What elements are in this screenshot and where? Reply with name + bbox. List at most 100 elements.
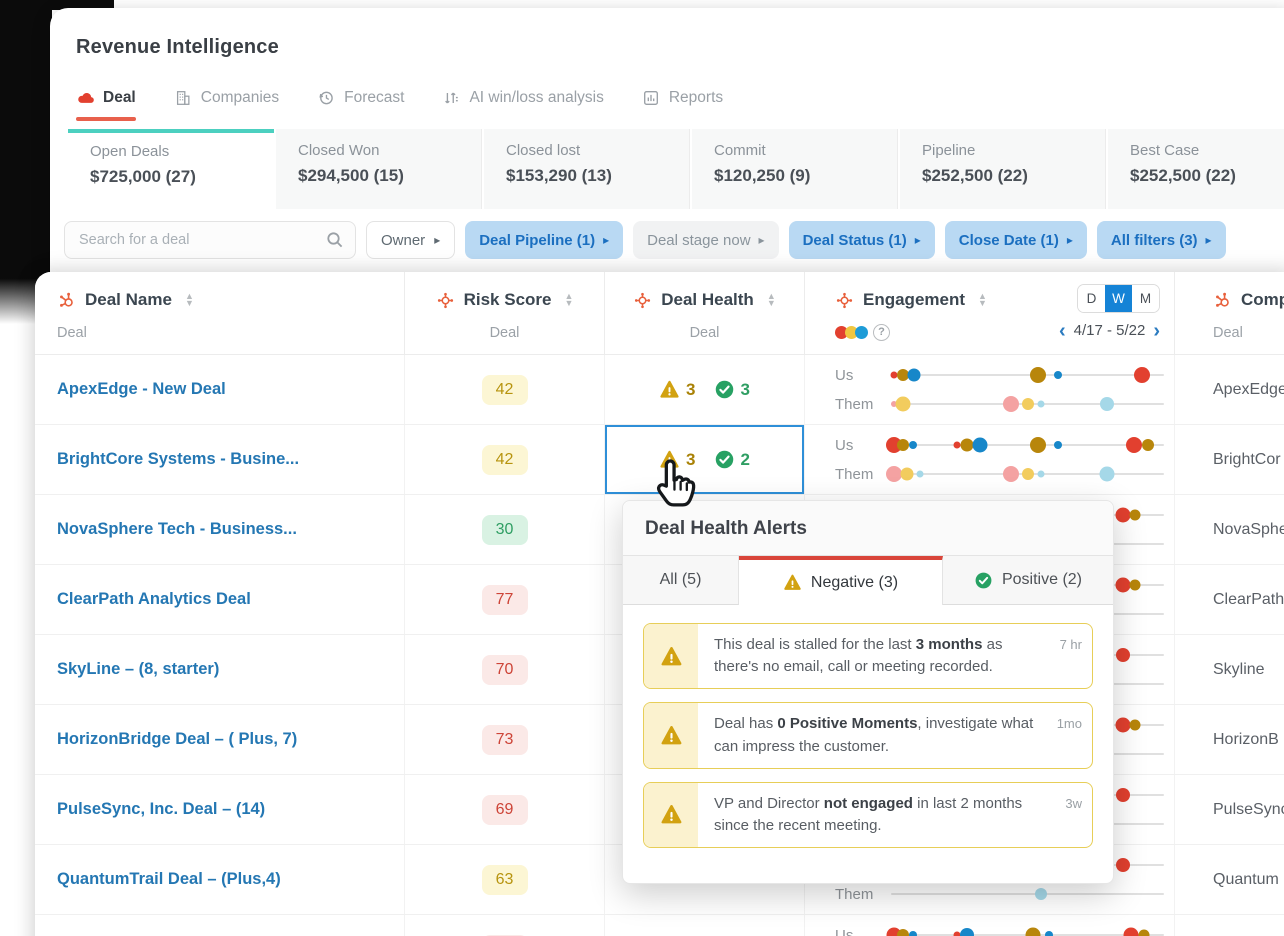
alert-stripe [644, 782, 698, 848]
summary-card-pipeline[interactable]: Pipeline $252,500 (22) [900, 129, 1106, 209]
company-cell: NovaSphe [1175, 495, 1284, 564]
date-range-label: 4/17 - 5/22 [1073, 322, 1146, 339]
engagement-line [891, 643, 1164, 668]
caret-right-icon: ▸ [1066, 233, 1073, 247]
card-value: $294,500 (15) [298, 166, 404, 185]
alert-card: VP and Director not engaged in last 2 mo… [643, 781, 1093, 849]
engagement-dot [1099, 397, 1114, 411]
engagement-line [891, 783, 1164, 808]
backdrop-left [0, 0, 52, 324]
deal-name-link[interactable]: BrightCore Systems - Busine... [57, 450, 300, 468]
filter-chip-close-date-1[interactable]: Close Date (1) ▸ [944, 221, 1087, 259]
engagement-dot [1030, 437, 1047, 453]
check-icon [714, 379, 735, 400]
tab-deal[interactable]: Deal [76, 89, 136, 121]
deal-name-cell: QuantumTrail Deal – (Plus,4) [35, 845, 405, 914]
popup-tab-positive-2[interactable]: Positive (2) [943, 556, 1113, 605]
sort-icon[interactable]: ▲ ▼ [184, 291, 194, 308]
chip-label: All filters (3) [1110, 231, 1198, 249]
caret-right-icon: ▸ [434, 233, 441, 247]
ai-winloss-icon [442, 89, 461, 108]
engagement-line [885, 462, 1164, 487]
deal-name-link[interactable]: ClearPath Analytics Deal [57, 590, 251, 608]
period-toggle-m[interactable]: M [1132, 285, 1159, 312]
column-header-risk-score: Risk Score ▲ ▼ Deal [405, 272, 605, 354]
engagement-side-label: Us [835, 926, 854, 936]
hubspot-sprocket-icon [1213, 291, 1232, 310]
engagement-timeline: Them [835, 882, 1164, 907]
tab-label: AI win/loss analysis [469, 89, 604, 106]
help-icon[interactable]: ? [873, 323, 890, 341]
filter-chip-deal-pipeline-1[interactable]: Deal Pipeline (1) ▸ [465, 221, 624, 259]
filter-chip-deal-stage-now[interactable]: Deal stage now ▸ [633, 221, 779, 259]
alerts-list: This deal is stalled for the last 3 mont… [623, 605, 1113, 866]
risk-score-badge: 77 [481, 584, 528, 615]
deal-name-link[interactable]: PulseSync, Inc. Deal – (14) [57, 800, 266, 818]
period-toggle-d[interactable]: D [1078, 285, 1105, 312]
risk-score-cell: 42 [405, 355, 605, 424]
period-toggle-w[interactable]: W [1105, 285, 1132, 312]
chip-label: Deal Status (1) [802, 231, 907, 249]
popup-tab-all-5[interactable]: All (5) [623, 556, 739, 605]
alert-text: Deal has 0 Positive Moments, investigate… [714, 715, 1034, 755]
column-label: Engagement [863, 290, 966, 309]
positive-alerts-count[interactable]: 3 [714, 379, 750, 400]
summary-card-closed-won[interactable]: Closed Won $294,500 (15) [276, 129, 482, 209]
engagement-dot [1125, 437, 1142, 453]
count: 3 [740, 379, 750, 399]
popup-tab-negative-3[interactable]: Negative (3) [739, 556, 943, 605]
summary-card-commit[interactable]: Commit $120,250 (9) [692, 129, 898, 209]
filter-chips: Deal Pipeline (1) ▸ Deal stage now ▸ Deal St… [465, 221, 1226, 259]
summary-card-best-case[interactable]: Best Case $252,500 (22) [1108, 129, 1284, 209]
negative-alerts-count[interactable]: 3 [659, 379, 696, 400]
warning-icon [783, 573, 802, 592]
deal-name-link[interactable]: HorizonBridge Deal – ( Plus, 7) [57, 730, 298, 748]
check-icon [974, 571, 993, 590]
engagement-dot [1141, 439, 1154, 451]
engagement-side-label: Us [835, 436, 854, 454]
sort-icon[interactable]: ▲ ▼ [978, 291, 987, 308]
company-name: Quantum [1213, 870, 1279, 888]
chevron-left-icon[interactable]: ‹ [1058, 319, 1066, 342]
chip-label: Deal stage now [647, 231, 751, 249]
chevron-right-icon[interactable]: › [1153, 319, 1160, 342]
risk-score-cell [405, 915, 605, 936]
sort-icon[interactable]: ▲ ▼ [564, 291, 574, 308]
alert-card: Deal has 0 Positive Moments, investigate… [643, 702, 1093, 769]
table-row: ApexEdge - New Deal 42 3 3 Us Them ApexEdge [35, 355, 1284, 425]
deal-name-link[interactable]: SkyLine – (8, starter) [57, 660, 220, 678]
tab-ai-win-loss-analysis[interactable]: AI win/loss analysis [442, 89, 604, 108]
engagement-dot [960, 928, 975, 936]
positive-alerts-count[interactable]: 2 [714, 449, 750, 470]
summary-card-closed-lost[interactable]: Closed lost $153,290 (13) [484, 129, 690, 209]
companies-icon [174, 89, 193, 108]
alert-card: This deal is stalled for the last 3 mont… [643, 623, 1093, 690]
hubspot-sprocket-icon [57, 291, 76, 310]
engagement-dot [1030, 367, 1047, 383]
deal-name-link[interactable]: QuantumTrail Deal – (Plus,4) [57, 870, 281, 888]
column-label: Deal Health [661, 290, 754, 309]
risk-score-badge: 69 [481, 794, 528, 825]
filter-chip-deal-status-1[interactable]: Deal Status (1) ▸ [788, 221, 935, 259]
deal-name-link[interactable]: ApexEdge - New Deal [57, 380, 226, 398]
engagement-dot [908, 931, 917, 936]
engagement-dot [1003, 466, 1020, 482]
tab-forecast[interactable]: Forecast [317, 89, 404, 108]
tab-reports[interactable]: Reports [642, 89, 723, 108]
deal-search-input[interactable] [65, 222, 355, 258]
engagement-side-label: Them [835, 465, 874, 483]
table-body: ApexEdge - New Deal 42 3 3 Us Them ApexEdge Bri… [35, 355, 1284, 936]
tab-companies[interactable]: Companies [174, 89, 279, 108]
company-cell: ClearPath [1175, 565, 1284, 634]
hand-cursor-icon [657, 459, 696, 507]
summary-card-open-deals[interactable]: Open Deals $725,000 (27) [68, 129, 274, 209]
filter-chip-all-filters-3[interactable]: All filters (3) ▸ [1096, 221, 1226, 259]
deal-name-link[interactable]: NovaSphere Tech - Business... [57, 520, 297, 538]
table-header: Deal Name ▲ ▼ Deal Risk Score ▲ ▼ Deal Dea… [35, 272, 1284, 355]
page-title: Revenue Intelligence [76, 36, 279, 58]
filter-bar: Owner ▸ Deal Pipeline (1)▸Deal stage now… [64, 219, 1284, 261]
sort-icon[interactable]: ▲ ▼ [766, 291, 776, 308]
owner-filter-button[interactable]: Owner ▸ [366, 221, 456, 259]
